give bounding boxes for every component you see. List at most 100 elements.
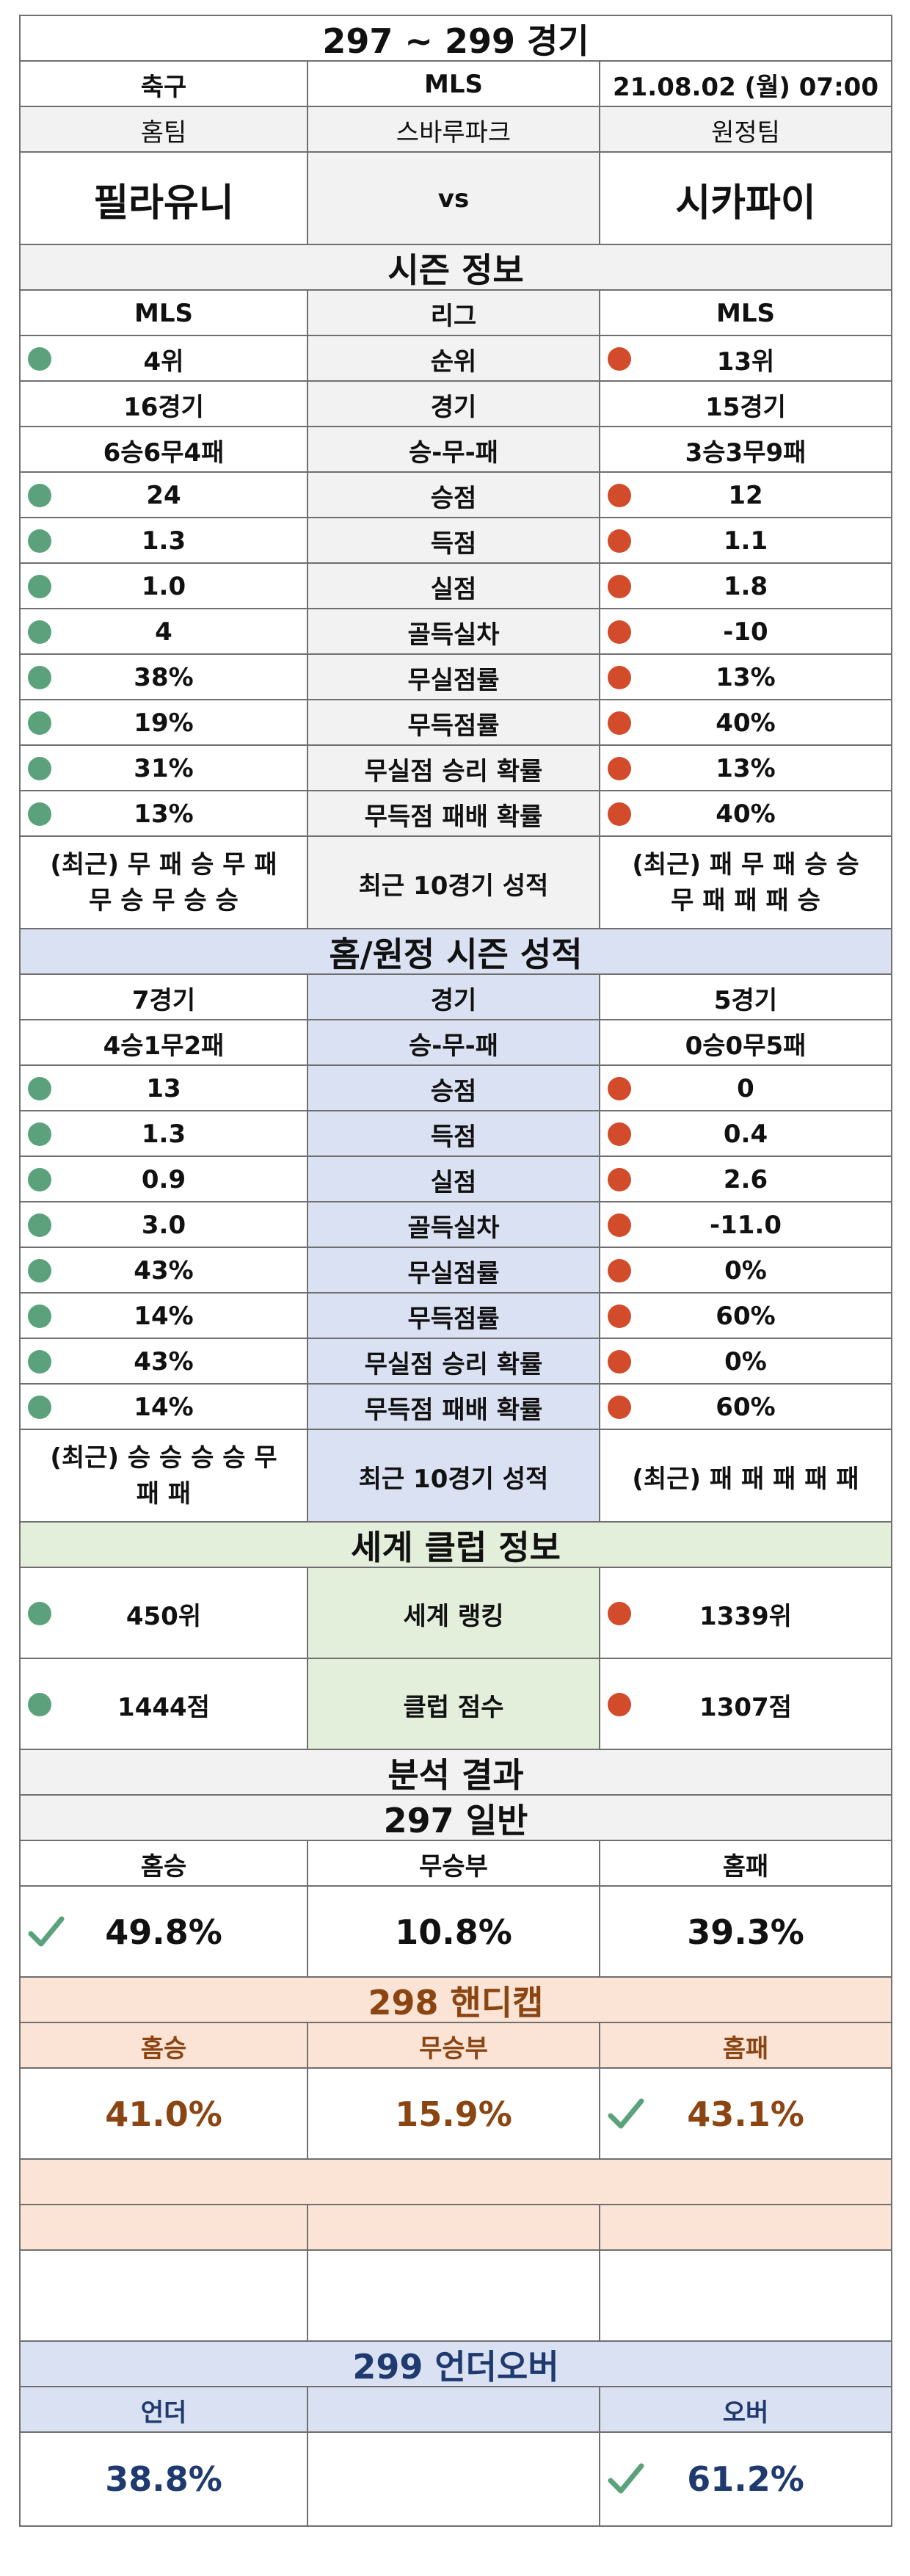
- stat-label: 득점: [307, 1110, 600, 1158]
- home-stat-value-text: 1.0: [141, 572, 186, 601]
- empty-peach-row-2: [19, 2204, 892, 2252]
- under-label: 언더: [19, 2386, 308, 2434]
- underover-title: 299 언더오버: [19, 2340, 892, 2389]
- home-stat-value: 38%: [19, 653, 308, 702]
- away-team-name: 시카파이: [599, 151, 892, 247]
- stat-label: 승점: [307, 1064, 600, 1113]
- home-stat-value-text: 16경기: [123, 392, 204, 422]
- home-recent-line2: 무 승 무 승 승: [89, 886, 239, 915]
- home-stat-value-text: 4승1무2패: [103, 1031, 225, 1061]
- home-stat-value-text: 13: [146, 1074, 181, 1103]
- season-row: 13% 무득점 패배 확률 40%: [19, 790, 892, 838]
- general-home-win-label: 홈승: [19, 1840, 308, 1888]
- home-stat-value-text: 38%: [134, 663, 194, 692]
- general-home-win-percent: 49.8%: [105, 1912, 222, 1952]
- stat-label: 득점: [307, 517, 600, 565]
- handicap-value-row: 41.0% 15.9% 43.1%: [19, 2067, 892, 2161]
- status-dot-icon: [608, 347, 631, 371]
- home-team-label: 홈팀: [19, 106, 308, 154]
- title-row: 297 ~ 299 경기: [19, 15, 892, 63]
- handicap-home-loss-value: 43.1%: [599, 2067, 892, 2161]
- away-stat-value-text: MLS: [716, 299, 775, 328]
- home-stat-value-text: 43%: [134, 1347, 194, 1376]
- away-world-rank-value: 1339위: [699, 1601, 792, 1631]
- home-stat-value: 7경기: [19, 973, 308, 1022]
- season-row: 31% 무실점 승리 확률 13%: [19, 744, 892, 793]
- home-stat-value: 24: [19, 471, 308, 520]
- handicap-home-win-value: 41.0%: [19, 2067, 308, 2161]
- away-stat-value-text: 1.1: [723, 526, 768, 556]
- stat-label-text: 골득실차: [407, 1213, 500, 1243]
- away-stat-value: 5경기: [599, 973, 892, 1022]
- home-stat-value: 14%: [19, 1292, 308, 1340]
- away-stat-value: 13%: [599, 744, 892, 793]
- handicap-home-loss-percent: 43.1%: [687, 2094, 804, 2134]
- status-dot-icon: [608, 1602, 631, 1625]
- home_away-row: 4승1무2패 승-무-패 0승0무5패: [19, 1019, 892, 1067]
- away-stat-value-text: 5경기: [713, 985, 778, 1015]
- general-draw-label: 무승부: [307, 1840, 600, 1888]
- home-stat-value: 4: [19, 608, 308, 656]
- over-value: 61.2%: [599, 2431, 892, 2527]
- away-stat-value: 0%: [599, 1338, 892, 1386]
- league-label: MLS: [307, 60, 600, 109]
- stat-label: 승점: [307, 471, 600, 520]
- home-stat-value: 1.3: [19, 1110, 308, 1158]
- home-stat-value: 0.9: [19, 1155, 308, 1204]
- home_away-row: 0.9 실점 2.6: [19, 1155, 892, 1204]
- home-stat-value-text: 4위: [143, 347, 184, 377]
- home-stat-value: 16경기: [19, 380, 308, 429]
- away-stat-value-text: 3승3무9패: [685, 438, 807, 468]
- sport-label: 축구: [19, 60, 308, 109]
- home-stat-value-text: 19%: [134, 708, 194, 738]
- stat-label-text: 무득점률: [407, 711, 500, 741]
- away-stat-value: 15경기: [599, 380, 892, 429]
- status-dot-icon: [608, 1168, 631, 1191]
- stat-label-text: 승점: [430, 1076, 477, 1106]
- handicap-header-row: 298 핸디캡: [19, 1976, 892, 2025]
- away-world-rank: 1339위: [599, 1567, 892, 1661]
- away-stat-value: 60%: [599, 1292, 892, 1340]
- page-title: 297 ~ 299 경기: [19, 15, 892, 63]
- away-stat-value-text: 13%: [716, 754, 776, 783]
- home-world-rank: 450위: [19, 1567, 308, 1661]
- status-dot-icon: [28, 1259, 51, 1282]
- handicap-draw-value: 15.9%: [307, 2067, 600, 2161]
- homeaway-header-row: 홈/원정 시즌 성적: [19, 928, 892, 976]
- home-stat-value: 14%: [19, 1383, 308, 1432]
- stat-label-text: 무실점률: [407, 665, 500, 695]
- handicap-home-loss-label: 홈패: [599, 2022, 892, 2070]
- stat-label: 리그: [307, 289, 600, 338]
- season-row: 24 승점 12: [19, 471, 892, 520]
- stat-label-text: 무실점률: [407, 1258, 500, 1288]
- check-icon: [28, 1916, 65, 1947]
- status-dot-icon: [28, 802, 51, 826]
- general-home-loss-value: 39.3%: [599, 1885, 892, 1979]
- general-draw-value: 10.8%: [307, 1885, 600, 1979]
- stat-label-text: 무득점률: [407, 1304, 500, 1334]
- status-dot-icon: [608, 1305, 631, 1328]
- check-icon: [608, 2463, 644, 2494]
- over-percent: 61.2%: [687, 2459, 804, 2499]
- status-dot-icon: [608, 1259, 631, 1282]
- status-dot-icon: [608, 529, 631, 553]
- home-club-score-value: 1444점: [117, 1692, 210, 1722]
- away-team-label: 원정팀: [599, 106, 892, 154]
- home-ha-recent-line1: (최근) 승 승 승 승 무: [50, 1443, 277, 1473]
- stat-label-text: 골득실차: [407, 620, 500, 650]
- season-header-row: 시즌 정보: [19, 244, 892, 292]
- away-stat-value: 0승0무5패: [599, 1019, 892, 1067]
- stat-label: 승-무-패: [307, 426, 600, 474]
- home-stat-value: 31%: [19, 744, 308, 793]
- status-dot-icon: [28, 1350, 51, 1374]
- home-stat-value: 43%: [19, 1247, 308, 1295]
- empty-cell: [19, 2204, 308, 2252]
- stadium-label: 스바루파크: [307, 106, 600, 154]
- stat-label-text: 순위: [430, 347, 477, 377]
- away-club-score-value: 1307점: [699, 1692, 792, 1722]
- stat-label-text: 무득점 패배 확률: [364, 1395, 543, 1425]
- away-stat-value: 12: [599, 471, 892, 520]
- status-dot-icon: [28, 575, 51, 598]
